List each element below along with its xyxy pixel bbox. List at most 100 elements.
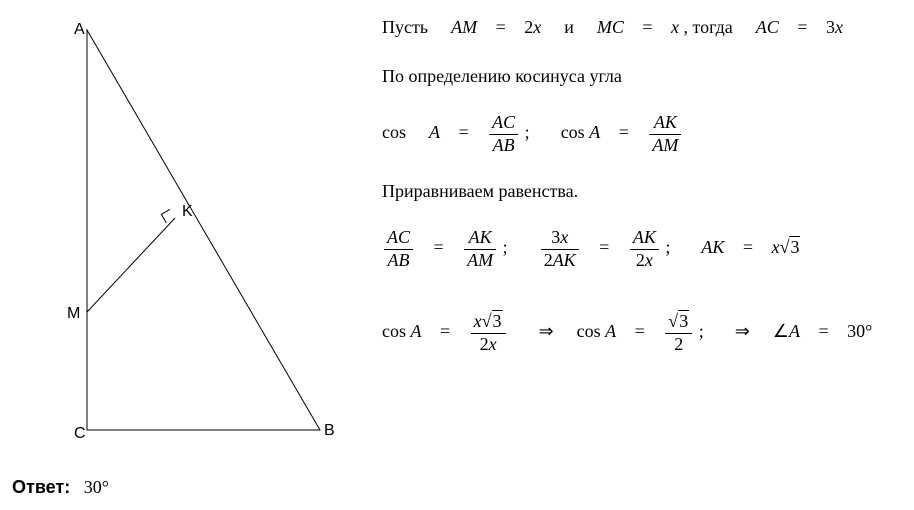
text-and: и	[564, 17, 574, 37]
angle-A-1: A	[429, 122, 440, 142]
sep-2: ;	[503, 237, 508, 257]
sqrt-3b: 3	[482, 311, 503, 333]
rad-3: 3	[789, 236, 800, 257]
arrow-1: ⇒	[539, 322, 554, 342]
frac-2: AK AM	[464, 227, 496, 271]
var-x-2: x	[671, 17, 679, 37]
var-x-3: x	[835, 17, 843, 37]
var-AM: AM	[451, 17, 477, 37]
frac-den: 2x	[630, 250, 659, 272]
frac-num: 3x	[541, 227, 579, 250]
frac-num: AC	[384, 227, 413, 250]
var-MC: MC	[597, 17, 624, 37]
sep-4: ;	[699, 322, 704, 342]
sep-1: ;	[525, 122, 530, 142]
n3: 3	[551, 227, 560, 247]
vx3: x	[489, 334, 497, 354]
n2b: 2	[636, 250, 645, 270]
solution-text: Пусть AM = 2x и MC = x , тогда AC = 3x П…	[382, 12, 902, 457]
frac-num: 3	[665, 311, 692, 334]
sep-3: ;	[665, 237, 670, 257]
num-2: 2	[524, 17, 533, 37]
vx: x	[560, 227, 568, 247]
frac-den: AB	[489, 135, 518, 157]
answer-line: Ответ: 30°	[12, 477, 902, 498]
frac-AK-AM: AK AM	[649, 112, 681, 156]
angle-symbol: ∠	[773, 322, 789, 342]
frac-5: x3 2x	[471, 311, 506, 355]
frac-num: AK	[630, 227, 659, 250]
frac-den: 2x	[471, 334, 506, 356]
frac-1: AC AB	[384, 227, 413, 271]
eq-10: =	[635, 322, 645, 342]
sqrt-3: 3	[780, 234, 801, 261]
angle-value: 30°	[847, 322, 872, 342]
eq-4: =	[459, 122, 469, 142]
label-C: C	[74, 425, 86, 442]
frac-num: AK	[649, 112, 681, 135]
frac-num: AK	[464, 227, 496, 250]
rad-3b: 3	[492, 310, 503, 331]
num-3: 3	[826, 17, 835, 37]
angle-A-3: A	[411, 322, 422, 342]
var-x-r: x	[772, 237, 780, 257]
frac-6: 3 2	[665, 311, 692, 355]
label-M: M	[67, 305, 80, 322]
frac-3: 3x 2AK	[541, 227, 579, 271]
frac-AC-AB: AC AB	[489, 112, 518, 156]
solution-line-5: AC AB = AK AM ; 3x 2AK = AK 2x ; AK = x	[382, 227, 902, 271]
solution-line-3: cos A = AC AB ; cos A = AK AM	[382, 112, 902, 156]
frac-den: AB	[384, 250, 413, 272]
cos-2: cos	[561, 122, 585, 142]
geometry-diagram: A C B M K	[12, 12, 342, 457]
n2c: 2	[480, 334, 489, 354]
var-x-1: x	[533, 17, 541, 37]
eq-9: =	[440, 322, 450, 342]
n2: 2	[544, 250, 553, 270]
frac-num: x3	[471, 311, 506, 334]
angle-A-2: A	[589, 122, 600, 142]
eq-sign-2: =	[642, 17, 652, 37]
answer-value: 30°	[84, 477, 109, 497]
frac-num: AC	[489, 112, 518, 135]
frac-4: AK 2x	[630, 227, 659, 271]
label-A: A	[74, 21, 85, 38]
angle-A-4: A	[605, 322, 616, 342]
rad-3c: 3	[678, 310, 689, 331]
solution-line-1: Пусть AM = 2x и MC = x , тогда AC = 3x	[382, 14, 902, 41]
frac-den: AM	[649, 135, 681, 157]
right-angle-marker	[161, 209, 170, 223]
eq-11: =	[818, 322, 828, 342]
angle-name-final: A	[789, 322, 800, 342]
eq-sign-1: =	[496, 17, 506, 37]
triangle-svg: A C B M K	[12, 12, 342, 452]
eq-5: =	[619, 122, 629, 142]
eq-7: =	[599, 237, 609, 257]
cos-4: cos	[577, 322, 601, 342]
frac-den: AM	[464, 250, 496, 272]
page-root: A C B M K Пусть AM = 2x и MC = x , тогда…	[12, 12, 902, 457]
var-AK-result: AK	[701, 237, 724, 257]
solution-line-2: По определению косинуса угла	[382, 63, 902, 90]
segment-MK	[87, 218, 175, 312]
text-then: , тогда	[684, 17, 733, 37]
eq-8: =	[743, 237, 753, 257]
vx2: x	[474, 311, 482, 331]
eq-sign-3: =	[797, 17, 807, 37]
cos-3: cos	[382, 322, 406, 342]
sqrt-3c: 3	[668, 311, 689, 333]
frac-den: 2AK	[541, 250, 579, 272]
text-let: Пусть	[382, 17, 428, 37]
var-AC: AC	[756, 17, 779, 37]
vAK: AK	[553, 250, 576, 270]
arrow-2: ⇒	[735, 322, 750, 342]
triangle-ACB	[87, 30, 320, 430]
vxb: x	[645, 250, 653, 270]
solution-line-6: cos A = x3 2x ⇒ cos A = 3 2 ; ⇒ ∠A = 30°	[382, 311, 902, 355]
label-K: K	[182, 203, 193, 220]
solution-line-4: Приравниваем равенства.	[382, 178, 902, 205]
cos-1: cos	[382, 122, 406, 142]
eq-6: =	[434, 237, 444, 257]
label-B: B	[324, 422, 335, 439]
frac-den: 2	[665, 334, 692, 356]
